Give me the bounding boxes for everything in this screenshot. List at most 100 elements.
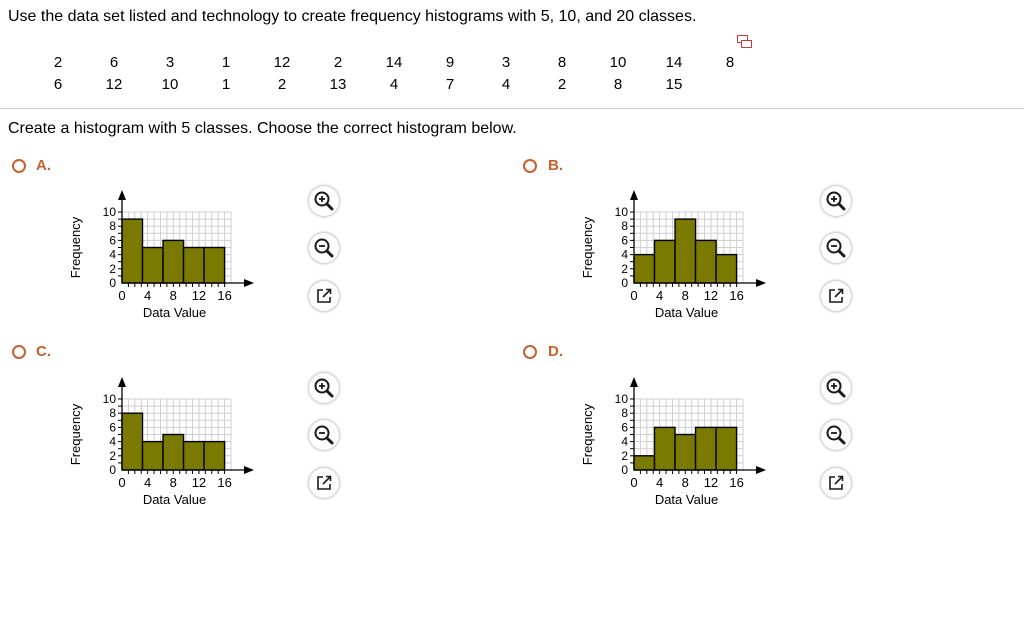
- x-axis-label: Data Value: [143, 492, 206, 507]
- x-tick-label: 8: [682, 475, 689, 490]
- open-new-window-button[interactable]: [821, 468, 851, 498]
- zoom-in-button[interactable]: [309, 186, 339, 216]
- histogram-bar: [203, 440, 226, 471]
- y-tick-label: 2: [621, 449, 628, 463]
- histogram-bar: [715, 253, 738, 284]
- data-value-cell: 3: [165, 54, 175, 71]
- data-value-cell: 12: [105, 76, 123, 93]
- data-value-cell: 4: [389, 76, 399, 93]
- y-tick-label: 2: [109, 262, 116, 276]
- data-value-cell: 6: [109, 54, 119, 71]
- x-axis-arrow: [756, 279, 766, 287]
- histogram-bar: [653, 239, 676, 284]
- histogram-bar: [633, 253, 656, 284]
- data-value-cell: 2: [557, 76, 567, 93]
- data-value-cell: 3: [501, 54, 511, 71]
- option-a-letter[interactable]: A.: [36, 157, 51, 174]
- data-value-cell: 2: [333, 54, 343, 71]
- data-value-cell: 10: [161, 76, 179, 93]
- zoom-in-button[interactable]: [821, 186, 851, 216]
- data-value-cell: 15: [665, 76, 683, 93]
- x-tick-label: 16: [729, 288, 743, 303]
- y-axis-label: Frequency: [580, 403, 595, 465]
- y-tick-label: 6: [109, 233, 116, 247]
- x-tick-label: 4: [656, 475, 663, 490]
- x-tick-label: 12: [704, 475, 718, 490]
- y-tick-label: 10: [103, 205, 117, 219]
- option-d-letter[interactable]: D.: [548, 343, 563, 360]
- histogram-bar: [162, 239, 185, 284]
- open-new-window-button[interactable]: [821, 281, 851, 311]
- option-b-letter[interactable]: B.: [548, 157, 563, 174]
- divider: [0, 108, 1024, 109]
- option-c-letter[interactable]: C.: [36, 343, 51, 360]
- histogram-bar: [694, 426, 717, 471]
- x-tick-label: 16: [217, 288, 231, 303]
- option-b-radio[interactable]: [523, 159, 537, 173]
- data-value-cell: 4: [501, 76, 511, 93]
- x-tick-label: 12: [704, 288, 718, 303]
- y-tick-label: 10: [615, 392, 629, 406]
- x-tick-label: 8: [682, 288, 689, 303]
- histogram-bar: [694, 239, 717, 284]
- x-tick-label: 8: [170, 475, 177, 490]
- sub-question: Create a histogram with 5 classes. Choos…: [8, 120, 517, 137]
- histogram-bar: [633, 455, 656, 471]
- zoom-out-button[interactable]: [309, 420, 339, 450]
- x-tick-label: 16: [729, 475, 743, 490]
- zoom-in-icon: [826, 378, 846, 398]
- y-tick-label: 4: [109, 248, 116, 262]
- zoom-out-button[interactable]: [309, 233, 339, 263]
- x-axis-arrow: [244, 466, 254, 474]
- zoom-out-button[interactable]: [821, 233, 851, 263]
- option-d-radio[interactable]: [523, 345, 537, 359]
- x-tick-label: 12: [192, 475, 206, 490]
- histogram-bar: [674, 218, 697, 284]
- x-axis-label: Data Value: [143, 305, 206, 320]
- data-value-cell: 2: [277, 76, 287, 93]
- open-new-window-button[interactable]: [309, 468, 339, 498]
- open-new-window-button[interactable]: [309, 281, 339, 311]
- y-axis-label: Frequency: [68, 403, 83, 465]
- x-tick-label: 4: [144, 288, 151, 303]
- histogram-bar: [203, 246, 226, 284]
- copy-data-icon[interactable]: [737, 35, 753, 49]
- zoom-out-button[interactable]: [821, 420, 851, 450]
- y-tick-label: 8: [621, 219, 628, 233]
- x-tick-label: 4: [656, 288, 663, 303]
- data-value-cell: 8: [613, 76, 623, 93]
- y-axis-arrow: [630, 377, 638, 387]
- y-axis-label: Frequency: [580, 216, 595, 278]
- zoom-in-icon: [314, 378, 334, 398]
- option-c-radio[interactable]: [12, 345, 26, 359]
- x-axis-label: Data Value: [655, 305, 718, 320]
- option-a-radio[interactable]: [12, 159, 26, 173]
- y-axis-arrow: [118, 377, 126, 387]
- histogram-bar: [182, 246, 205, 284]
- zoom-out-icon: [826, 425, 846, 445]
- zoom-in-button[interactable]: [309, 373, 339, 403]
- zoom-in-button[interactable]: [821, 373, 851, 403]
- open-new-window-icon: [317, 475, 332, 490]
- histogram-bar: [141, 246, 164, 284]
- data-value-cell: 10: [609, 54, 627, 71]
- y-tick-label: 10: [615, 205, 629, 219]
- y-axis-arrow: [630, 190, 638, 200]
- open-new-window-icon: [829, 288, 844, 303]
- x-tick-label: 0: [118, 475, 125, 490]
- zoom-out-icon: [314, 425, 334, 445]
- histogram-bar: [121, 412, 144, 471]
- y-axis-arrow: [118, 190, 126, 200]
- data-value-cell: 13: [329, 76, 347, 93]
- x-tick-label: 12: [192, 288, 206, 303]
- open-new-window-icon: [829, 475, 844, 490]
- zoom-out-icon: [314, 238, 334, 258]
- data-value-cell: 9: [445, 54, 455, 71]
- x-axis-arrow: [756, 466, 766, 474]
- y-tick-label: 2: [109, 449, 116, 463]
- data-value-cell: 6: [53, 76, 63, 93]
- y-tick-label: 8: [109, 219, 116, 233]
- histogram-bar: [141, 440, 164, 471]
- data-value-cell: 1: [221, 76, 231, 93]
